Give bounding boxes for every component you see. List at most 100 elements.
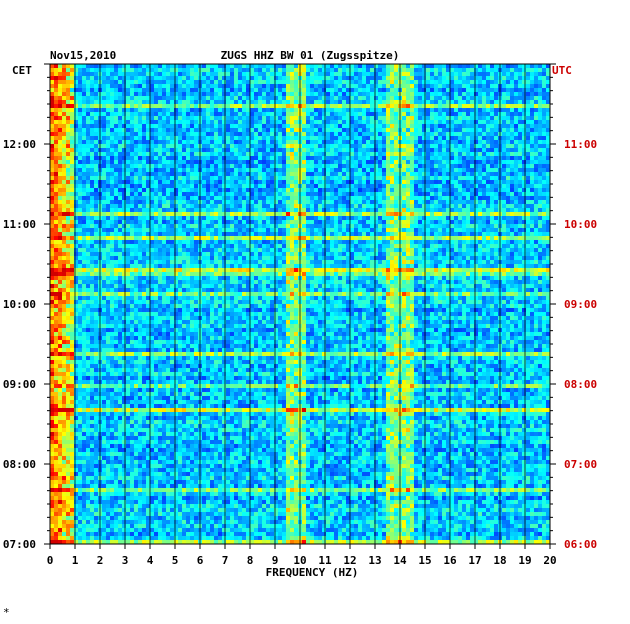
spectrogram-cell bbox=[478, 168, 483, 173]
spectrogram-cell bbox=[514, 96, 519, 101]
spectrogram-cell bbox=[462, 108, 467, 113]
spectrogram-cell bbox=[118, 196, 123, 201]
spectrogram-cell bbox=[182, 164, 187, 169]
spectrogram-cell bbox=[82, 152, 87, 157]
spectrogram-cell bbox=[438, 100, 443, 105]
spectrogram-cell bbox=[330, 136, 335, 141]
spectrogram-cell bbox=[502, 208, 507, 213]
spectrogram-cell bbox=[162, 212, 167, 217]
spectrogram-cell bbox=[338, 176, 343, 181]
spectrogram-cell bbox=[406, 208, 411, 213]
spectrogram-cell bbox=[242, 120, 247, 125]
spectrogram-cell bbox=[226, 184, 231, 189]
spectrogram-cell bbox=[506, 160, 511, 165]
spectrogram-cell bbox=[486, 128, 491, 133]
spectrogram-cell bbox=[478, 176, 483, 181]
spectrogram-cell bbox=[230, 176, 235, 181]
spectrogram-cell bbox=[254, 168, 259, 173]
spectrogram-cell bbox=[386, 176, 391, 181]
spectrogram-cell bbox=[466, 64, 471, 69]
spectrogram-cell bbox=[442, 172, 447, 177]
spectrogram-cell bbox=[114, 112, 119, 117]
spectrogram-cell bbox=[282, 192, 287, 197]
spectrogram-cell bbox=[178, 152, 183, 157]
spectrogram-cell bbox=[250, 76, 255, 81]
spectrogram-cell bbox=[334, 96, 339, 101]
spectrogram-cell bbox=[382, 176, 387, 181]
spectrogram-cell bbox=[366, 72, 371, 77]
spectrogram-cell bbox=[402, 216, 407, 221]
spectrogram-cell bbox=[234, 168, 239, 173]
spectrogram-cell bbox=[214, 160, 219, 165]
spectrogram-cell bbox=[334, 164, 339, 169]
spectrogram-cell bbox=[238, 136, 243, 141]
spectrogram-cell bbox=[238, 96, 243, 101]
spectrogram-cell bbox=[206, 156, 211, 161]
spectrogram-cell bbox=[522, 100, 527, 105]
spectrogram-cell bbox=[70, 108, 75, 113]
spectrogram-cell bbox=[366, 76, 371, 81]
spectrogram-cell bbox=[342, 64, 347, 69]
spectrogram-cell bbox=[194, 192, 199, 197]
spectrogram-cell bbox=[142, 72, 147, 77]
spectrogram-cell bbox=[82, 176, 87, 181]
spectrogram-cell bbox=[490, 152, 495, 157]
spectrogram-cell bbox=[222, 216, 227, 221]
spectrogram-cell bbox=[326, 108, 331, 113]
spectrogram-cell bbox=[262, 104, 267, 109]
spectrogram-cell bbox=[518, 200, 523, 205]
spectrogram-cell bbox=[202, 100, 207, 105]
spectrogram-cell bbox=[494, 156, 499, 161]
spectrogram-cell bbox=[470, 152, 475, 157]
spectrogram-cell bbox=[270, 216, 275, 221]
spectrogram-cell bbox=[414, 136, 419, 141]
spectrogram-cell bbox=[78, 108, 83, 113]
spectrogram-cell bbox=[306, 220, 311, 225]
spectrogram-cell bbox=[170, 152, 175, 157]
spectrogram-cell bbox=[350, 68, 355, 73]
spectrogram-cell bbox=[534, 112, 539, 117]
spectrogram-cell bbox=[514, 152, 519, 157]
spectrogram-cell bbox=[290, 144, 295, 149]
spectrogram-cell bbox=[354, 212, 359, 217]
spectrogram-cell bbox=[290, 164, 295, 169]
spectrogram-cell bbox=[474, 84, 479, 89]
spectrogram-cell bbox=[418, 104, 423, 109]
spectrogram-cell bbox=[466, 80, 471, 85]
spectrogram-cell bbox=[258, 180, 263, 185]
spectrogram-cell bbox=[542, 124, 547, 129]
spectrogram-cell bbox=[330, 124, 335, 129]
spectrogram-cell bbox=[182, 200, 187, 205]
spectrogram-cell bbox=[490, 168, 495, 173]
spectrogram-cell bbox=[242, 216, 247, 221]
spectrogram-cell bbox=[310, 208, 315, 213]
spectrogram-cell bbox=[322, 116, 327, 121]
spectrogram-cell bbox=[434, 200, 439, 205]
spectrogram-cell bbox=[202, 112, 207, 117]
spectrogram-cell bbox=[422, 100, 427, 105]
spectrogram-cell bbox=[442, 164, 447, 169]
spectrogram-cell bbox=[546, 88, 551, 93]
spectrogram-cell bbox=[206, 204, 211, 209]
spectrogram-cell bbox=[330, 96, 335, 101]
spectrogram-cell bbox=[502, 76, 507, 81]
spectrogram-cell bbox=[154, 220, 159, 225]
spectrogram-cell bbox=[366, 108, 371, 113]
spectrogram-cell bbox=[206, 208, 211, 213]
spectrogram-cell bbox=[154, 216, 159, 221]
spectrogram-cell bbox=[458, 204, 463, 209]
spectrogram-cell bbox=[482, 88, 487, 93]
spectrogram-cell bbox=[166, 156, 171, 161]
spectrogram-cell bbox=[386, 76, 391, 81]
spectrogram-cell bbox=[314, 168, 319, 173]
spectrogram-cell bbox=[274, 192, 279, 197]
spectrogram-cell bbox=[466, 104, 471, 109]
spectrogram-cell bbox=[318, 124, 323, 129]
spectrogram-cell bbox=[386, 212, 391, 217]
spectrogram-cell bbox=[522, 68, 527, 73]
spectrogram-cell bbox=[290, 104, 295, 109]
spectrogram-cell bbox=[514, 88, 519, 93]
spectrogram-cell bbox=[90, 152, 95, 157]
spectrogram-cell bbox=[150, 168, 155, 173]
spectrogram-cell bbox=[534, 188, 539, 193]
